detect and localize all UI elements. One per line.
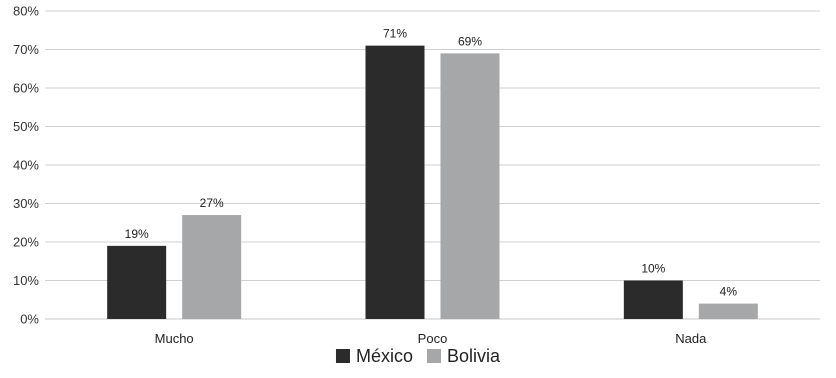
y-tick-label: 50%: [13, 119, 39, 134]
y-tick-label: 80%: [13, 4, 39, 19]
legend-label: Bolivia: [447, 346, 501, 366]
data-label: 69%: [458, 34, 482, 48]
legend: México Bolivia: [335, 346, 501, 366]
y-tick-label: 70%: [13, 42, 39, 57]
y-tick-label: 10%: [13, 273, 39, 288]
grid-layer: [45, 10, 820, 320]
y-tick-label: 60%: [13, 81, 39, 96]
y-tick-label: 0%: [20, 312, 39, 327]
bar: [440, 53, 500, 319]
data-label: 10%: [641, 262, 665, 276]
data-label: 27%: [200, 196, 224, 210]
data-label: 4%: [720, 285, 738, 299]
data-label: 19%: [125, 227, 149, 241]
bar: [182, 215, 242, 319]
bar-layer: [107, 45, 758, 320]
label-layer: 0% 10% 20% 30% 40% 50% 60% 70% 80% 19% 27% Mucho 71%…: [13, 4, 737, 347]
x-tick-label: Nada: [675, 331, 707, 346]
bar: [623, 280, 683, 319]
data-label: 71%: [383, 27, 407, 41]
legend-label: México: [356, 346, 413, 366]
legend-swatch: [335, 349, 350, 363]
x-tick-label: Mucho: [155, 331, 194, 346]
bar: [698, 303, 758, 319]
y-tick-label: 20%: [13, 235, 39, 250]
x-tick-label: Poco: [418, 331, 448, 346]
bar: [365, 45, 425, 320]
bar: [107, 245, 167, 319]
y-tick-label: 30%: [13, 196, 39, 211]
y-tick-label: 40%: [13, 158, 39, 173]
legend-swatch: [426, 349, 441, 363]
